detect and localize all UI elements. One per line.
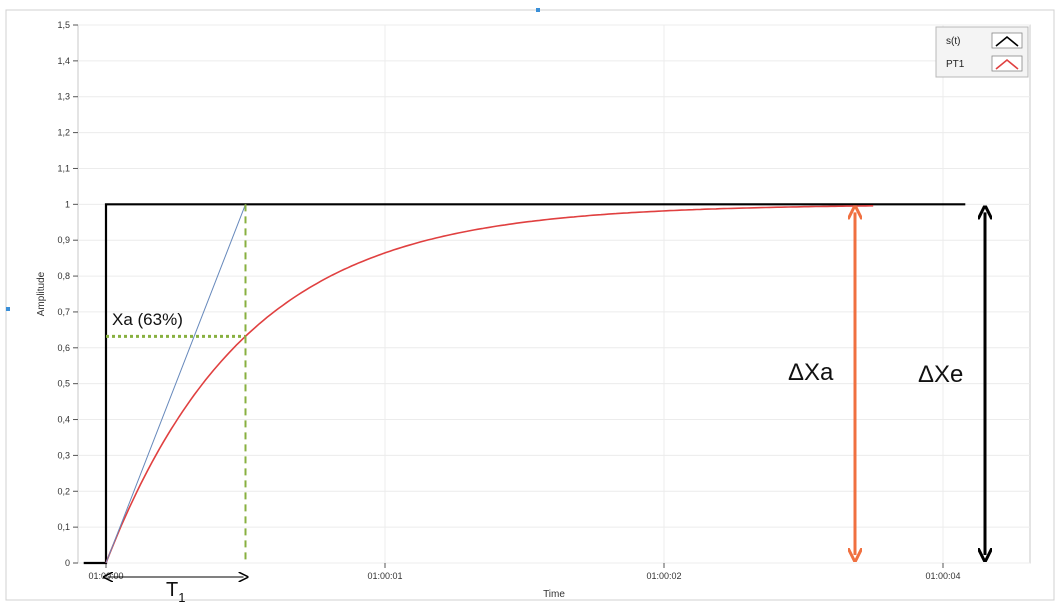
y-tick-label: 1,3 xyxy=(57,92,70,102)
y-tick-label: 0,8 xyxy=(57,271,70,281)
delta-xe-label: ΔXe xyxy=(918,361,963,388)
grid xyxy=(78,24,1030,564)
y-tick-label: 1,1 xyxy=(57,163,70,173)
left-resize-handle[interactable] xyxy=(6,307,10,311)
y-axis-title: Amplitude xyxy=(36,271,47,316)
x-tick-label: 01:00:02 xyxy=(646,571,681,581)
series-group xyxy=(83,203,966,565)
series-line-st xyxy=(83,203,966,565)
x-axis-title: Time xyxy=(543,589,565,600)
xa-63-percent-label: Xa (63%) xyxy=(112,310,183,329)
t1-label-subscript: 1 xyxy=(178,590,185,603)
y-tick-label: 0,7 xyxy=(57,307,70,317)
t1-label: T1 xyxy=(166,579,185,603)
series-line-pt1 xyxy=(105,205,874,564)
legend-label-pt1: PT1 xyxy=(946,59,965,70)
tangent-line xyxy=(105,204,246,564)
legend-label-st: s(t) xyxy=(946,36,960,47)
y-tick-label: 0,6 xyxy=(57,343,70,353)
plot-area xyxy=(77,24,1031,564)
legend-swatch-pt1 xyxy=(991,55,1023,72)
legend-glyph-st xyxy=(995,35,1019,47)
legend-swatch-st xyxy=(991,32,1023,49)
y-axis-ticks: 0 0,1 0,2 0,3 0,4 0,5 0,6 0,7 0,8 0,9 1 1,1 1,2 1,3 1,… xyxy=(57,20,78,568)
y-tick-label: 0,2 xyxy=(57,486,70,496)
delta-xa-label: ΔXa xyxy=(788,359,834,386)
y-tick-label: 0,3 xyxy=(57,450,70,460)
x-tick-label: 01:00:04 xyxy=(925,571,960,581)
y-tick-label: 1 xyxy=(65,199,70,209)
legend: s(t) PT1 xyxy=(935,26,1029,78)
y-tick-label: 0 xyxy=(65,558,70,568)
x-tick-label: 01:00:01 xyxy=(367,571,402,581)
y-tick-label: 1,4 xyxy=(57,56,70,66)
legend-glyph-pt1 xyxy=(995,58,1019,70)
y-tick-label: 0,4 xyxy=(57,415,70,425)
y-tick-label: 1,2 xyxy=(57,128,70,138)
y-tick-label: 0,5 xyxy=(57,379,70,389)
top-resize-handle[interactable] xyxy=(536,8,540,12)
y-tick-label: 1,5 xyxy=(57,20,70,30)
annotations xyxy=(106,204,985,577)
y-tick-label: 0,1 xyxy=(57,522,70,532)
y-tick-label: 0,9 xyxy=(57,235,70,245)
x-tick-label: 01:00:00 xyxy=(88,571,123,581)
t1-label-main: T xyxy=(166,579,178,601)
